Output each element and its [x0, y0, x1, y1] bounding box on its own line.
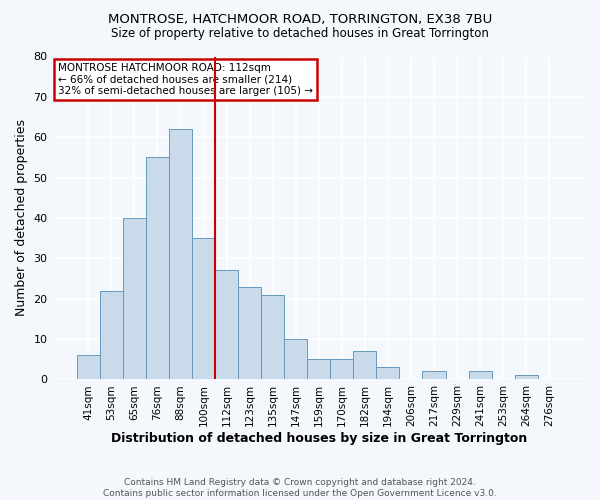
Bar: [215, 270, 238, 380]
X-axis label: Distribution of detached houses by size in Great Torrington: Distribution of detached houses by size …: [110, 432, 527, 445]
Bar: [100, 290, 123, 380]
Bar: [515, 376, 538, 380]
Bar: [469, 372, 491, 380]
Bar: [146, 158, 169, 380]
Bar: [77, 355, 100, 380]
Text: Size of property relative to detached houses in Great Torrington: Size of property relative to detached ho…: [111, 28, 489, 40]
Bar: [353, 351, 376, 380]
Bar: [376, 368, 400, 380]
Bar: [284, 339, 307, 380]
Bar: [238, 286, 261, 380]
Bar: [123, 218, 146, 380]
Text: MONTROSE HATCHMOOR ROAD: 112sqm
← 66% of detached houses are smaller (214)
32% o: MONTROSE HATCHMOOR ROAD: 112sqm ← 66% of…: [58, 63, 313, 96]
Bar: [307, 360, 330, 380]
Text: MONTROSE, HATCHMOOR ROAD, TORRINGTON, EX38 7BU: MONTROSE, HATCHMOOR ROAD, TORRINGTON, EX…: [108, 12, 492, 26]
Text: Contains HM Land Registry data © Crown copyright and database right 2024.
Contai: Contains HM Land Registry data © Crown c…: [103, 478, 497, 498]
Y-axis label: Number of detached properties: Number of detached properties: [15, 120, 28, 316]
Bar: [169, 129, 192, 380]
Bar: [261, 294, 284, 380]
Bar: [330, 360, 353, 380]
Bar: [192, 238, 215, 380]
Bar: [422, 372, 446, 380]
